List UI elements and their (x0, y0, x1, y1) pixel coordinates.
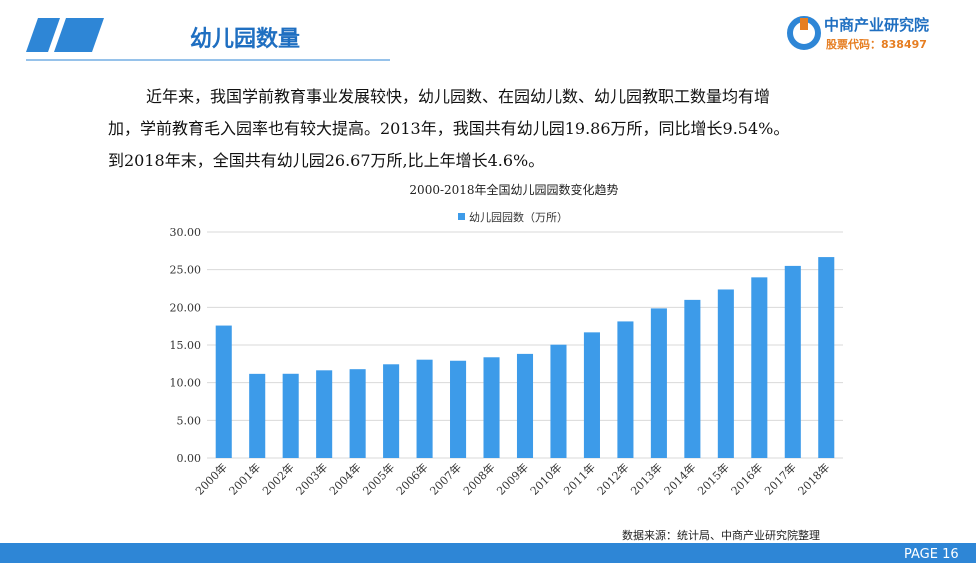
bar (416, 359, 433, 458)
y-tick-label: 0.00 (177, 452, 202, 465)
header-stripe (26, 18, 60, 52)
source-note: 数据来源：统计局、中商产业研究院整理 (622, 528, 820, 542)
x-tick-label: 2012年 (594, 460, 631, 497)
bar (383, 364, 400, 458)
x-tick-label: 2008年 (460, 460, 497, 497)
logo-name: 中商产业研究院 (824, 16, 929, 34)
paragraph-line: 加，学前教育毛入园率也有较大提高。2013年，我国共有幼儿园19.86万所，同比… (108, 119, 789, 138)
x-tick-label: 2018年 (795, 460, 832, 497)
x-tick-label: 2000年 (192, 460, 229, 497)
bar (751, 277, 768, 458)
x-tick-label: 2013年 (628, 460, 665, 497)
x-tick-label: 2005年 (360, 460, 397, 497)
x-tick-label: 2001年 (226, 460, 263, 497)
x-tick-label: 2014年 (661, 460, 698, 497)
x-tick-label: 2006年 (393, 460, 430, 497)
logo-code: 股票代码：838497 (826, 37, 927, 51)
x-tick-label: 2007年 (427, 460, 464, 497)
bar (282, 373, 299, 458)
bar (818, 257, 835, 458)
bar (450, 360, 467, 458)
y-tick-label: 25.00 (170, 264, 202, 277)
x-tick-label: 2015年 (694, 460, 731, 497)
bar (684, 299, 701, 458)
legend-label: 幼儿园园数（万所） (469, 211, 568, 224)
chart-title: 2000-2018年全国幼儿园园数变化趋势 (409, 182, 618, 197)
page-number: PAGE 16 (904, 547, 959, 562)
paragraph-line: 到2018年末，全国共有幼儿园26.67万所,比上年增长4.6%。 (108, 151, 544, 170)
x-tick-label: 2002年 (259, 460, 296, 497)
bar (784, 265, 801, 458)
header-stripe (54, 18, 104, 52)
x-tick-label: 2003年 (293, 460, 330, 497)
y-tick-label: 5.00 (177, 414, 202, 427)
legend-swatch (458, 213, 465, 220)
x-tick-label: 2017年 (761, 460, 798, 497)
bar (483, 357, 500, 458)
bar (215, 325, 232, 458)
bar (650, 308, 667, 458)
bar (349, 369, 366, 458)
paragraph-line: 近年来，我国学前教育事业发展较快，幼儿园数、在园幼儿数、幼儿园教职工数量均有增 (146, 87, 770, 106)
bar (717, 289, 734, 458)
x-tick-label: 2004年 (326, 460, 363, 497)
bar (550, 344, 567, 458)
x-tick-label: 2011年 (561, 460, 598, 497)
footer-bar (0, 543, 976, 563)
y-tick-label: 15.00 (170, 339, 202, 352)
x-tick-label: 2009年 (494, 460, 531, 497)
y-tick-label: 10.00 (170, 377, 202, 390)
page-title: 幼儿园数量 (190, 26, 300, 52)
bar (516, 353, 534, 458)
y-tick-label: 30.00 (170, 226, 202, 239)
bar (617, 321, 634, 458)
bar (249, 373, 266, 458)
logo-icon (800, 18, 808, 30)
x-tick-label: 2010年 (527, 460, 564, 497)
bar (316, 370, 333, 458)
x-tick-label: 2016年 (728, 460, 765, 497)
y-tick-label: 20.00 (170, 301, 202, 314)
bar (583, 332, 600, 458)
